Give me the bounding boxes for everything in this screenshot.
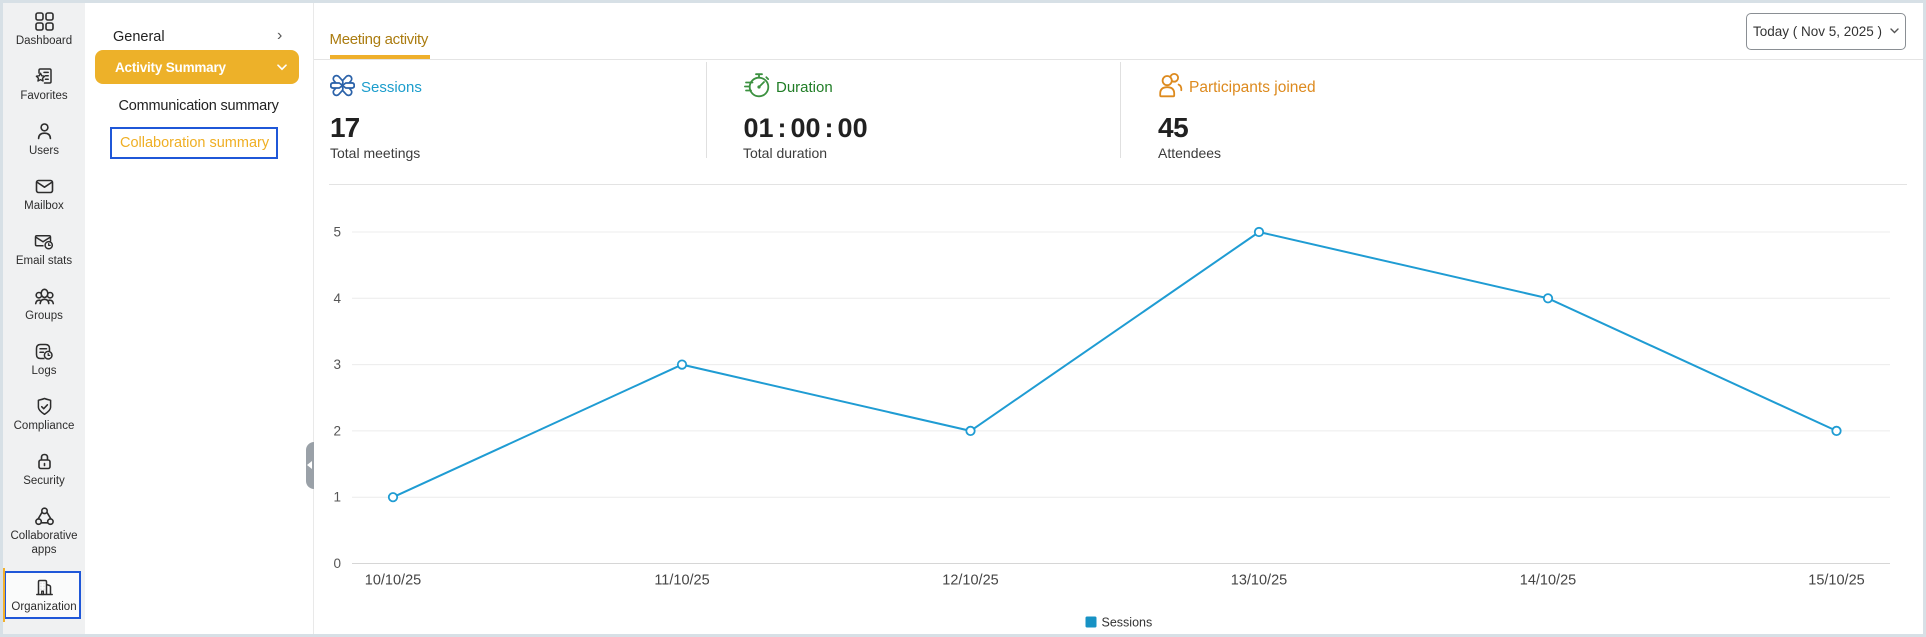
svg-text:12/10/25: 12/10/25 (942, 573, 998, 589)
svg-text:1: 1 (333, 490, 341, 505)
svg-text:10/10/25: 10/10/25 (365, 573, 421, 589)
svg-text:4: 4 (333, 291, 341, 306)
svg-text:11/10/25: 11/10/25 (654, 573, 709, 589)
svg-text:5: 5 (333, 225, 341, 240)
svg-text:15/10/25: 15/10/25 (1808, 573, 1864, 589)
svg-text:14/10/25: 14/10/25 (1520, 573, 1576, 589)
svg-text:0: 0 (333, 556, 341, 571)
svg-text:2: 2 (333, 423, 341, 438)
svg-text:13/10/25: 13/10/25 (1231, 573, 1287, 589)
svg-text:3: 3 (333, 357, 341, 372)
svg-text:Sessions: Sessions (1102, 616, 1153, 630)
